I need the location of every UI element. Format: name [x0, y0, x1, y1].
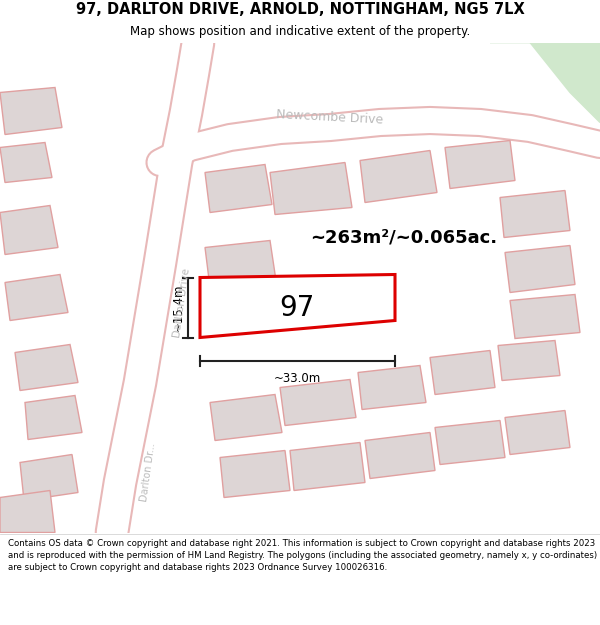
Polygon shape [20, 454, 78, 501]
Polygon shape [270, 162, 352, 214]
Polygon shape [220, 451, 290, 498]
Polygon shape [200, 274, 395, 338]
Polygon shape [365, 432, 435, 479]
Polygon shape [430, 351, 495, 394]
Polygon shape [445, 141, 515, 189]
Text: Contains OS data © Crown copyright and database right 2021. This information is : Contains OS data © Crown copyright and d… [8, 539, 597, 572]
Polygon shape [500, 191, 570, 238]
Polygon shape [0, 88, 62, 134]
Text: 97: 97 [280, 294, 314, 321]
Text: Darlton Drive: Darlton Drive [172, 267, 192, 338]
Polygon shape [360, 151, 437, 202]
Polygon shape [280, 379, 356, 426]
Polygon shape [205, 241, 276, 288]
Polygon shape [530, 42, 600, 122]
Polygon shape [490, 42, 600, 102]
Text: ~15.4m: ~15.4m [172, 284, 185, 331]
Text: Darlton Dr...: Darlton Dr... [139, 442, 157, 503]
Polygon shape [0, 142, 52, 182]
Polygon shape [15, 344, 78, 391]
Polygon shape [505, 411, 570, 454]
Polygon shape [210, 394, 282, 441]
Polygon shape [5, 274, 68, 321]
Polygon shape [25, 396, 82, 439]
Text: ~263m²/~0.065ac.: ~263m²/~0.065ac. [310, 229, 497, 246]
Polygon shape [505, 246, 575, 292]
Text: 97, DARLTON DRIVE, ARNOLD, NOTTINGHAM, NG5 7LX: 97, DARLTON DRIVE, ARNOLD, NOTTINGHAM, N… [76, 2, 524, 17]
Polygon shape [205, 164, 272, 212]
Polygon shape [0, 491, 55, 532]
Polygon shape [290, 442, 365, 491]
Text: Newcombe Drive: Newcombe Drive [276, 108, 384, 127]
Polygon shape [498, 341, 560, 381]
Text: Map shows position and indicative extent of the property.: Map shows position and indicative extent… [130, 26, 470, 38]
Polygon shape [435, 421, 505, 464]
Polygon shape [358, 366, 426, 409]
Text: ~33.0m: ~33.0m [274, 372, 321, 385]
Polygon shape [0, 206, 58, 254]
Polygon shape [510, 294, 580, 339]
